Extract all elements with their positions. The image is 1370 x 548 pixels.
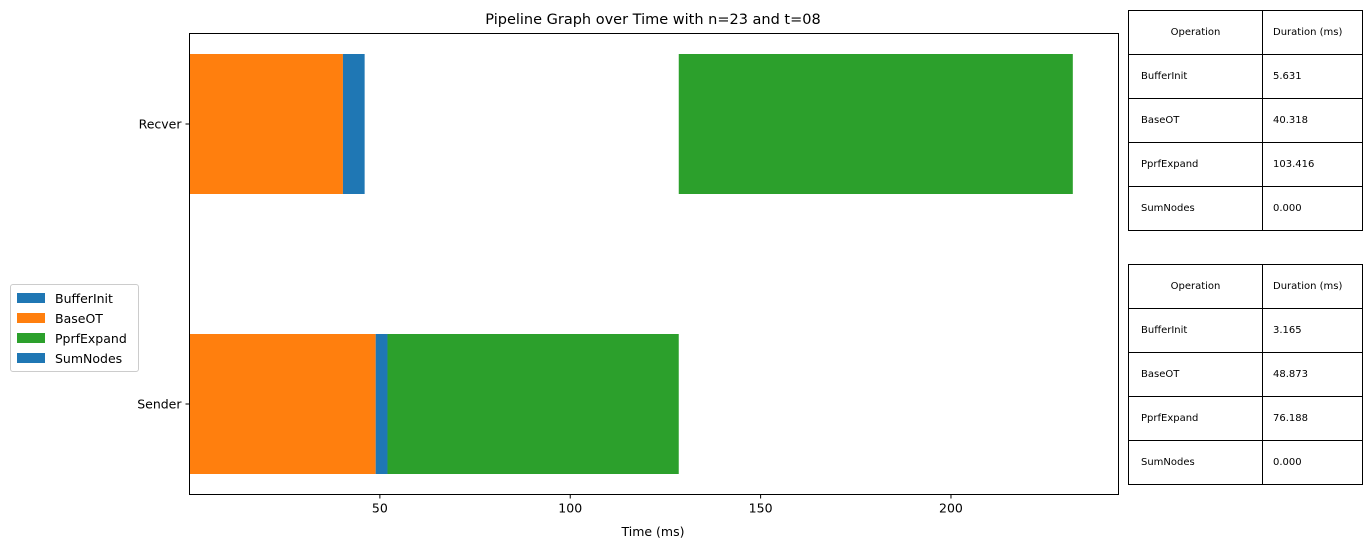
legend-item-bufferinit: BufferInit: [17, 288, 138, 308]
table-cell: BufferInit: [1128, 54, 1263, 99]
table-cell: SumNodes: [1128, 186, 1263, 231]
table-cell: 76.188: [1262, 396, 1363, 441]
legend-label: PprfExpand: [55, 330, 127, 346]
x-axis-ticks: 50 100 150 200: [372, 494, 963, 516]
legend-item-pprfexpand: PprfExpand: [17, 328, 138, 348]
plot-frame: [189, 33, 1119, 495]
header-cell: Operation: [1128, 10, 1263, 55]
table-header-row: Operation Duration (ms): [1128, 264, 1363, 309]
table-cell: BaseOT: [1128, 98, 1263, 143]
table-row: PprfExpand 76.188: [1128, 396, 1363, 441]
header-cell: Duration (ms): [1262, 10, 1363, 55]
table-cell: SumNodes: [1128, 440, 1263, 485]
y-tick-label: Recver: [139, 117, 183, 132]
x-tick-label: 50: [372, 501, 388, 516]
bar-recver-bufferinit: [342, 54, 365, 194]
header-cell: Duration (ms): [1262, 264, 1363, 309]
bar-sender-bufferinit: [375, 334, 388, 474]
x-tick-label: 100: [558, 501, 582, 516]
table-row: SumNodes 0.000: [1128, 186, 1363, 231]
table-row: BaseOT 40.318: [1128, 98, 1363, 143]
legend-label: SumNodes: [55, 350, 123, 366]
bars-layer: [189, 54, 1073, 474]
legend-item-sumnodes: SumNodes: [17, 348, 138, 368]
sender-duration-table: Operation Duration (ms) BufferInit 3.165…: [1128, 264, 1363, 485]
table-cell: 0.000: [1262, 440, 1363, 485]
bar-sender-baseot: [189, 334, 376, 474]
chart-title: Pipeline Graph over Time with n=23 and t…: [485, 12, 820, 28]
recver-duration-table: Operation Duration (ms) BufferInit 5.631…: [1128, 10, 1363, 231]
bar-sender-pprfexpand: [387, 334, 679, 474]
table-cell: BufferInit: [1128, 308, 1263, 353]
bar-recver-baseot: [189, 54, 343, 194]
table-cell: 3.165: [1262, 308, 1363, 353]
table-cell: BaseOT: [1128, 352, 1263, 397]
legend-label: BaseOT: [55, 310, 103, 326]
table-cell: 0.000: [1262, 186, 1363, 231]
table-header-row: Operation Duration (ms): [1128, 10, 1363, 55]
x-tick-label: 150: [749, 501, 773, 516]
table-cell: 103.416: [1262, 142, 1363, 187]
table-row: BaseOT 48.873: [1128, 352, 1363, 397]
table-cell: 48.873: [1262, 352, 1363, 397]
legend-swatch: [17, 353, 45, 363]
legend-item-baseot: BaseOT: [17, 308, 138, 328]
table-cell: PprfExpand: [1128, 396, 1263, 441]
table-row: PprfExpand 103.416: [1128, 142, 1363, 187]
table-row: BufferInit 3.165: [1128, 308, 1363, 353]
chart-legend: BufferInit BaseOT PprfExpand SumNodes: [10, 284, 139, 372]
y-tick-label: Sender: [137, 397, 182, 412]
table-cell: PprfExpand: [1128, 142, 1263, 187]
bar-recver-pprfexpand: [678, 54, 1073, 194]
legend-swatch: [17, 293, 45, 303]
legend-swatch: [17, 313, 45, 323]
table-row: SumNodes 0.000: [1128, 440, 1363, 485]
legend-label: BufferInit: [55, 290, 113, 306]
header-cell: Operation: [1128, 264, 1263, 309]
x-tick-label: 200: [939, 501, 963, 516]
table-cell: 40.318: [1262, 98, 1363, 143]
legend-swatch: [17, 333, 45, 343]
y-axis-ticks: Recver Sender: [137, 117, 190, 412]
table-cell: 5.631: [1262, 54, 1363, 99]
x-axis-label: Time (ms): [620, 524, 684, 539]
table-row: BufferInit 5.631: [1128, 54, 1363, 99]
